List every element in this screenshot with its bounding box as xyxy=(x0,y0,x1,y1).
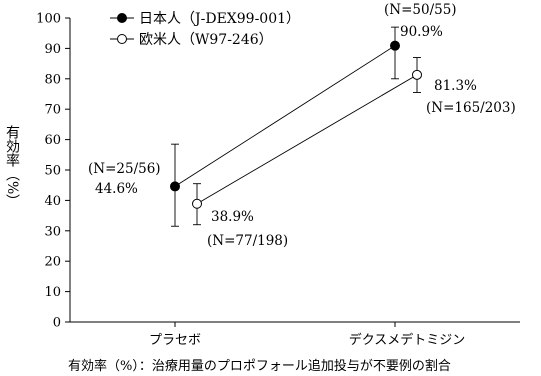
n-label: (N=50/55) xyxy=(384,2,457,18)
n-label: (N=25/56) xyxy=(88,161,161,177)
y-ticks: 0 10 20 30 40 50 60 70 80 90 100 xyxy=(36,12,70,331)
data-point-filled xyxy=(170,181,180,192)
series-line xyxy=(196,74,418,205)
series-line xyxy=(174,45,396,187)
x-tick-label: デクスメデトミジン xyxy=(349,332,466,348)
value-label: 81.3% xyxy=(434,78,477,94)
chart-caption: 有効率（%）：治療用量のプロポフォール追加投与が不要例の割合 xyxy=(68,358,451,374)
value-label: 44.6% xyxy=(95,181,138,197)
n-label: (N=165/203) xyxy=(426,100,516,116)
y-tick-label: 50 xyxy=(44,164,61,179)
data-labels: (N=25/56) 44.6% (N=50/55) 90.9% 38.9% (N=77/1… xyxy=(88,2,516,249)
n-label: (N=77/198) xyxy=(207,233,288,249)
legend-label: 欧米人（W97-246） xyxy=(139,32,273,48)
y-tick-label: 0 xyxy=(53,316,61,331)
y-tick-label: 70 xyxy=(44,103,61,118)
y-tick-label: 80 xyxy=(44,72,61,87)
y-tick-label: 60 xyxy=(44,133,61,148)
x-ticks: プラセボ デクスメデトミジン xyxy=(149,322,465,348)
y-tick-label: 10 xyxy=(44,285,61,300)
value-label: 90.9% xyxy=(400,24,443,40)
value-label: 38.9% xyxy=(211,209,254,225)
legend-label: 日本人（J-DEX99-001） xyxy=(139,11,300,27)
legend-marker xyxy=(117,34,127,44)
x-tick-label: プラセボ xyxy=(149,333,201,348)
y-tick-label: 40 xyxy=(44,194,61,209)
y-tick-label: 90 xyxy=(44,42,61,57)
data-point-open xyxy=(192,198,202,209)
legend-marker xyxy=(117,13,127,23)
data-point-open xyxy=(412,69,422,80)
y-tick-label: 20 xyxy=(44,255,61,270)
y-axis-label: 有効率（%） xyxy=(4,125,20,208)
series-group xyxy=(170,26,422,227)
y-tick-label: 100 xyxy=(36,12,61,27)
y-tick-label: 30 xyxy=(44,224,61,239)
legend: 日本人（J-DEX99-001） 欧米人（W97-246） xyxy=(110,11,300,48)
data-point-filled xyxy=(390,40,400,51)
